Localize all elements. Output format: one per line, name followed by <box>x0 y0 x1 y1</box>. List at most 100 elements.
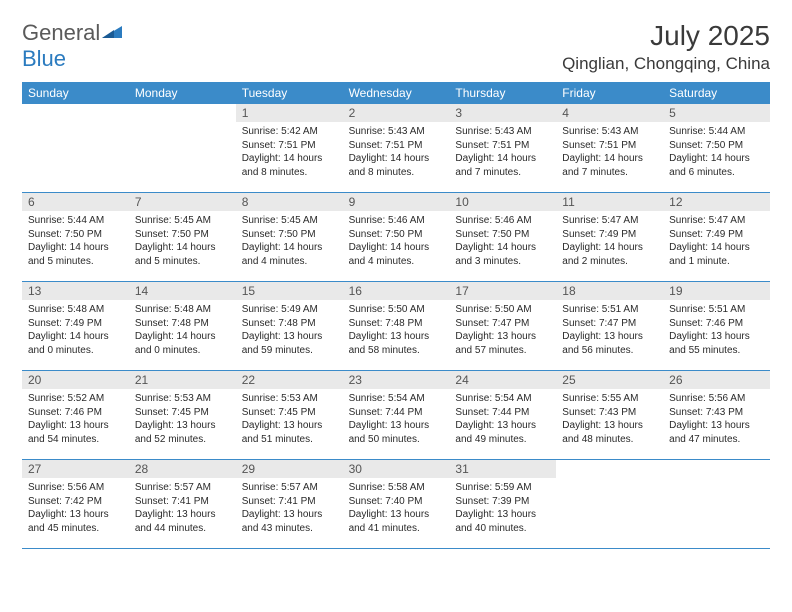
day-number: 29 <box>236 460 343 478</box>
weekday-header: Monday <box>129 82 236 104</box>
day-cell: 21Sunrise: 5:53 AMSunset: 7:45 PMDayligh… <box>129 371 236 459</box>
day-details: Sunrise: 5:56 AMSunset: 7:43 PMDaylight:… <box>663 389 770 450</box>
day-details: Sunrise: 5:43 AMSunset: 7:51 PMDaylight:… <box>556 122 663 183</box>
weekday-header: Saturday <box>663 82 770 104</box>
day-number <box>22 104 129 122</box>
day-number: 21 <box>129 371 236 389</box>
day-cell: 8Sunrise: 5:45 AMSunset: 7:50 PMDaylight… <box>236 193 343 281</box>
logo: General Blue <box>22 20 124 72</box>
day-details: Sunrise: 5:51 AMSunset: 7:46 PMDaylight:… <box>663 300 770 361</box>
day-number: 25 <box>556 371 663 389</box>
day-number: 1 <box>236 104 343 122</box>
weekday-header: Friday <box>556 82 663 104</box>
day-cell: 13Sunrise: 5:48 AMSunset: 7:49 PMDayligh… <box>22 282 129 370</box>
day-number: 16 <box>343 282 450 300</box>
day-cell: 20Sunrise: 5:52 AMSunset: 7:46 PMDayligh… <box>22 371 129 459</box>
day-cell: 1Sunrise: 5:42 AMSunset: 7:51 PMDaylight… <box>236 104 343 192</box>
logo-triangle-icon <box>102 20 124 46</box>
day-number: 18 <box>556 282 663 300</box>
day-cell: 23Sunrise: 5:54 AMSunset: 7:44 PMDayligh… <box>343 371 450 459</box>
day-number: 3 <box>449 104 556 122</box>
calendar-page: General Blue July 2025 Qinglian, Chongqi… <box>0 0 792 569</box>
day-number: 13 <box>22 282 129 300</box>
day-details: Sunrise: 5:50 AMSunset: 7:47 PMDaylight:… <box>449 300 556 361</box>
day-details: Sunrise: 5:42 AMSunset: 7:51 PMDaylight:… <box>236 122 343 183</box>
day-details: Sunrise: 5:48 AMSunset: 7:48 PMDaylight:… <box>129 300 236 361</box>
weekday-header: Sunday <box>22 82 129 104</box>
day-cell: 19Sunrise: 5:51 AMSunset: 7:46 PMDayligh… <box>663 282 770 370</box>
day-number: 19 <box>663 282 770 300</box>
title-block: July 2025 Qinglian, Chongqing, China <box>562 20 770 74</box>
day-cell: 12Sunrise: 5:47 AMSunset: 7:49 PMDayligh… <box>663 193 770 281</box>
day-number: 14 <box>129 282 236 300</box>
day-number: 12 <box>663 193 770 211</box>
day-details: Sunrise: 5:59 AMSunset: 7:39 PMDaylight:… <box>449 478 556 539</box>
day-number: 22 <box>236 371 343 389</box>
day-number: 30 <box>343 460 450 478</box>
day-details: Sunrise: 5:44 AMSunset: 7:50 PMDaylight:… <box>663 122 770 183</box>
day-details: Sunrise: 5:54 AMSunset: 7:44 PMDaylight:… <box>449 389 556 450</box>
day-number: 31 <box>449 460 556 478</box>
day-cell: 26Sunrise: 5:56 AMSunset: 7:43 PMDayligh… <box>663 371 770 459</box>
day-cell: 16Sunrise: 5:50 AMSunset: 7:48 PMDayligh… <box>343 282 450 370</box>
day-number: 24 <box>449 371 556 389</box>
day-details: Sunrise: 5:53 AMSunset: 7:45 PMDaylight:… <box>129 389 236 450</box>
week-row: 27Sunrise: 5:56 AMSunset: 7:42 PMDayligh… <box>22 460 770 549</box>
day-number: 27 <box>22 460 129 478</box>
day-cell <box>663 460 770 548</box>
day-number: 6 <box>22 193 129 211</box>
day-details: Sunrise: 5:56 AMSunset: 7:42 PMDaylight:… <box>22 478 129 539</box>
day-cell: 5Sunrise: 5:44 AMSunset: 7:50 PMDaylight… <box>663 104 770 192</box>
day-details: Sunrise: 5:44 AMSunset: 7:50 PMDaylight:… <box>22 211 129 272</box>
logo-word-2: Blue <box>22 46 66 71</box>
day-details: Sunrise: 5:47 AMSunset: 7:49 PMDaylight:… <box>663 211 770 272</box>
location-text: Qinglian, Chongqing, China <box>562 54 770 74</box>
logo-text: General Blue <box>22 20 124 72</box>
day-cell: 24Sunrise: 5:54 AMSunset: 7:44 PMDayligh… <box>449 371 556 459</box>
day-details: Sunrise: 5:46 AMSunset: 7:50 PMDaylight:… <box>343 211 450 272</box>
day-number: 17 <box>449 282 556 300</box>
month-title: July 2025 <box>562 20 770 52</box>
day-cell: 11Sunrise: 5:47 AMSunset: 7:49 PMDayligh… <box>556 193 663 281</box>
day-number <box>556 460 663 478</box>
weekday-header-row: SundayMondayTuesdayWednesdayThursdayFrid… <box>22 82 770 104</box>
day-number: 7 <box>129 193 236 211</box>
day-details: Sunrise: 5:46 AMSunset: 7:50 PMDaylight:… <box>449 211 556 272</box>
day-details: Sunrise: 5:45 AMSunset: 7:50 PMDaylight:… <box>129 211 236 272</box>
day-cell: 10Sunrise: 5:46 AMSunset: 7:50 PMDayligh… <box>449 193 556 281</box>
day-cell: 14Sunrise: 5:48 AMSunset: 7:48 PMDayligh… <box>129 282 236 370</box>
day-details: Sunrise: 5:45 AMSunset: 7:50 PMDaylight:… <box>236 211 343 272</box>
week-row: 20Sunrise: 5:52 AMSunset: 7:46 PMDayligh… <box>22 371 770 460</box>
day-number: 8 <box>236 193 343 211</box>
day-details: Sunrise: 5:57 AMSunset: 7:41 PMDaylight:… <box>236 478 343 539</box>
day-number: 10 <box>449 193 556 211</box>
day-number: 15 <box>236 282 343 300</box>
day-details: Sunrise: 5:47 AMSunset: 7:49 PMDaylight:… <box>556 211 663 272</box>
day-cell <box>22 104 129 192</box>
day-cell <box>129 104 236 192</box>
day-details: Sunrise: 5:50 AMSunset: 7:48 PMDaylight:… <box>343 300 450 361</box>
weeks-container: 1Sunrise: 5:42 AMSunset: 7:51 PMDaylight… <box>22 104 770 549</box>
day-details: Sunrise: 5:49 AMSunset: 7:48 PMDaylight:… <box>236 300 343 361</box>
day-number: 5 <box>663 104 770 122</box>
day-cell: 2Sunrise: 5:43 AMSunset: 7:51 PMDaylight… <box>343 104 450 192</box>
day-cell: 3Sunrise: 5:43 AMSunset: 7:51 PMDaylight… <box>449 104 556 192</box>
day-number: 28 <box>129 460 236 478</box>
day-details: Sunrise: 5:57 AMSunset: 7:41 PMDaylight:… <box>129 478 236 539</box>
day-number: 4 <box>556 104 663 122</box>
day-number: 23 <box>343 371 450 389</box>
day-number <box>663 460 770 478</box>
day-details: Sunrise: 5:43 AMSunset: 7:51 PMDaylight:… <box>449 122 556 183</box>
day-cell: 17Sunrise: 5:50 AMSunset: 7:47 PMDayligh… <box>449 282 556 370</box>
weekday-header: Wednesday <box>343 82 450 104</box>
day-cell: 25Sunrise: 5:55 AMSunset: 7:43 PMDayligh… <box>556 371 663 459</box>
day-number: 2 <box>343 104 450 122</box>
day-details: Sunrise: 5:55 AMSunset: 7:43 PMDaylight:… <box>556 389 663 450</box>
day-number: 26 <box>663 371 770 389</box>
day-cell: 6Sunrise: 5:44 AMSunset: 7:50 PMDaylight… <box>22 193 129 281</box>
day-details: Sunrise: 5:51 AMSunset: 7:47 PMDaylight:… <box>556 300 663 361</box>
day-details: Sunrise: 5:43 AMSunset: 7:51 PMDaylight:… <box>343 122 450 183</box>
day-details: Sunrise: 5:54 AMSunset: 7:44 PMDaylight:… <box>343 389 450 450</box>
day-cell: 9Sunrise: 5:46 AMSunset: 7:50 PMDaylight… <box>343 193 450 281</box>
day-cell: 29Sunrise: 5:57 AMSunset: 7:41 PMDayligh… <box>236 460 343 548</box>
